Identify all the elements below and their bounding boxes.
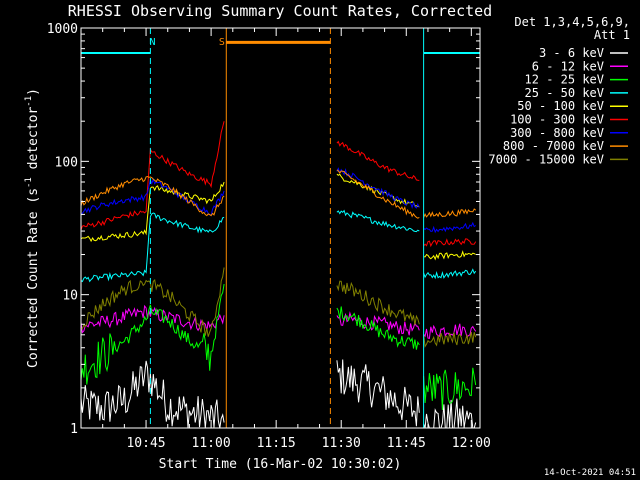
y-tick-label: 1000: [47, 22, 78, 37]
series-4: [80, 173, 476, 261]
series-3-segment-0: [80, 212, 225, 283]
y-label-sup2: -1: [24, 96, 34, 107]
series-1-segment-1: [336, 311, 420, 336]
series-4-segment-0: [80, 181, 225, 243]
series-8-segment-2: [423, 331, 477, 348]
chart-title: RHESSI Observing Summary Count Rates, Co…: [68, 2, 492, 20]
series-2-segment-2: [423, 367, 477, 411]
legend-label-4: 50 - 100 keV: [517, 99, 604, 113]
series-2-segment-0: [80, 284, 225, 385]
series-7-segment-0: [80, 175, 225, 217]
footer-timestamp: 14-Oct-2021 04:51: [544, 468, 636, 478]
series-8-segment-0: [80, 267, 225, 337]
series-8: [80, 267, 477, 348]
y-label-mid: detector: [26, 107, 41, 178]
y-axis-label: Corrected Count Rate (s-1 detector-1): [24, 88, 41, 368]
series-7: [80, 169, 477, 219]
series-0-segment-0: [80, 360, 225, 429]
legend-label-7: 800 - 7000 keV: [503, 139, 604, 153]
series-4-segment-2: [423, 250, 476, 261]
series-1-segment-2: [423, 323, 477, 340]
series-6-segment-2: [423, 221, 476, 234]
x-tick-label: 11:00: [192, 436, 231, 451]
legend-label-3: 25 - 50 keV: [525, 86, 604, 100]
series-3: [80, 209, 477, 283]
series-6-segment-1: [336, 167, 420, 210]
series-5: [80, 121, 477, 248]
x-tick-label: 10:45: [126, 436, 165, 451]
annotation-n: N: [150, 37, 156, 48]
series-8-segment-1: [336, 280, 420, 325]
plot-frame: [80, 27, 481, 429]
series-6: [80, 167, 476, 234]
legend-label-2: 12 - 25 keV: [525, 73, 604, 87]
legend-label-1: 6 - 12 keV: [532, 59, 604, 73]
series-5-segment-2: [423, 238, 477, 248]
series-7-segment-1: [336, 169, 420, 219]
series-1: [80, 304, 477, 340]
y-tick-label: 100: [55, 155, 78, 170]
y-tick-label: 1: [70, 422, 78, 437]
series-1-segment-0: [80, 304, 225, 334]
x-tick-label: 11:30: [322, 436, 361, 451]
legend-label-0: 3 - 6 keV: [539, 46, 604, 60]
y-label-sup1: -1: [24, 177, 34, 188]
series-5-segment-1: [336, 140, 420, 181]
series-3-segment-2: [423, 268, 477, 280]
series-6-segment-0: [80, 177, 225, 217]
series-0-segment-1: [336, 359, 420, 427]
annotation-s: S: [219, 37, 225, 48]
series-3-segment-1: [336, 209, 420, 233]
series-0: [80, 359, 477, 429]
x-tick-label: 12:00: [452, 436, 491, 451]
legend-title-line2: Att 1: [594, 28, 630, 42]
x-tick-label: 11:15: [257, 436, 296, 451]
legend-title-line1: Det 1,3,4,5,6,9,: [514, 15, 630, 29]
series-5-segment-0: [80, 121, 225, 231]
legend-label-5: 100 - 300 keV: [510, 113, 604, 127]
y-label-main: Corrected Count Rate (s: [26, 188, 41, 368]
legend-label-8: 7000 - 15000 keV: [488, 152, 604, 166]
y-label-end: ): [26, 88, 41, 96]
legend-label-6: 300 - 800 keV: [510, 126, 604, 140]
x-tick-label: 11:45: [387, 436, 426, 451]
series-4-segment-1: [336, 173, 420, 208]
series-2: [80, 284, 477, 411]
series-7-segment-2: [423, 208, 477, 218]
series-2-segment-1: [336, 306, 420, 350]
y-tick-label: 10: [62, 289, 78, 304]
x-axis-label: Start Time (16-Mar-02 10:30:02): [159, 457, 402, 472]
